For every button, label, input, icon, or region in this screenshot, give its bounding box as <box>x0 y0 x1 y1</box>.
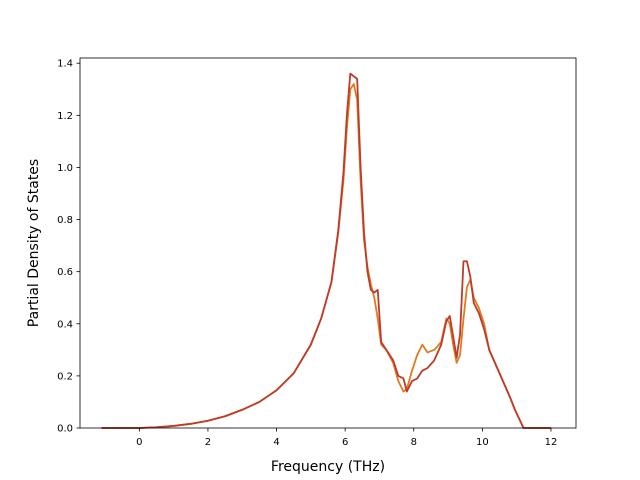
x-tick-label: 12 <box>545 437 558 448</box>
x-tick-label: 4 <box>273 437 279 448</box>
y-tick-label: 1.4 <box>57 59 73 70</box>
series-line-2 <box>101 72 551 429</box>
x-tick-label: 6 <box>342 437 348 448</box>
y-tick-label: 0.0 <box>57 424 73 435</box>
series-layer <box>101 72 551 429</box>
y-tick-label: 1.0 <box>57 163 73 174</box>
y-tick-label: 0.8 <box>57 215 73 226</box>
y-tick-label: 0.2 <box>57 371 73 382</box>
x-tick-label: 0 <box>136 437 142 448</box>
plot-area-frame <box>79 57 577 429</box>
x-tick-label: 10 <box>476 437 489 448</box>
x-tick-label: 2 <box>205 437 211 448</box>
y-tick-label: 0.6 <box>57 267 73 278</box>
y-axis-label: Partial Density of States <box>26 159 42 327</box>
x-tick-label: 8 <box>411 437 417 448</box>
y-tick-label: 1.2 <box>57 111 73 122</box>
x-axis-label: Frequency (THz) <box>271 459 385 475</box>
y-tick-label: 0.4 <box>57 319 73 330</box>
x-axis-ticks: 0 2 4 6 8 10 12 <box>136 428 557 448</box>
y-axis-ticks: 0.0 0.2 0.4 0.6 0.8 1.0 1.2 1.4 <box>57 59 80 435</box>
